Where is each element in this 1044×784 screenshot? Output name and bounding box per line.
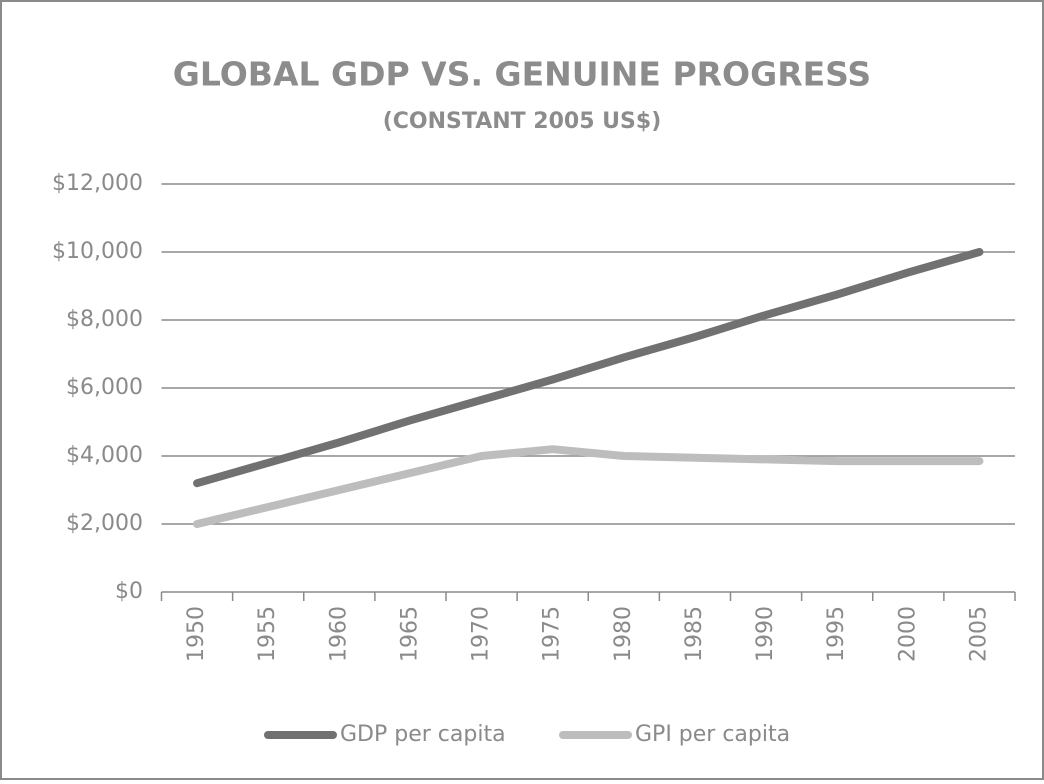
x-tick-label: 1975 [540, 606, 565, 662]
x-tick-label: 1980 [611, 606, 636, 662]
y-tick-label: $10,000 [52, 239, 143, 264]
chart-subtitle: (CONSTANT 2005 US$) [383, 109, 662, 134]
data-line [193, 248, 984, 488]
y-tick-label: $12,000 [52, 171, 143, 196]
y-tick-label: $0 [115, 579, 143, 604]
legend-label: GDP per capita [340, 722, 506, 747]
x-tick-label: 1985 [682, 606, 707, 662]
x-tick-label: 1965 [397, 606, 422, 662]
x-tick-label: 2000 [895, 606, 920, 662]
x-tick-label: 1950 [184, 606, 209, 662]
chart-title: GLOBAL GDP VS. GENUINE PROGRESS [173, 55, 871, 94]
x-tick-label: 1990 [753, 606, 778, 662]
x-tick-label: 1955 [255, 606, 280, 662]
y-tick-label: $4,000 [66, 443, 143, 468]
y-tick-label: $2,000 [66, 511, 143, 536]
x-tick-label: 1995 [824, 606, 849, 662]
legend-label: GPI per capita [635, 722, 790, 747]
x-tick-label: 2005 [966, 606, 991, 662]
y-tick-label: $6,000 [66, 375, 143, 400]
data-line [193, 445, 984, 528]
x-tick-label: 1960 [326, 606, 351, 662]
y-tick-label: $8,000 [66, 307, 143, 332]
x-tick-label: 1970 [469, 606, 494, 662]
